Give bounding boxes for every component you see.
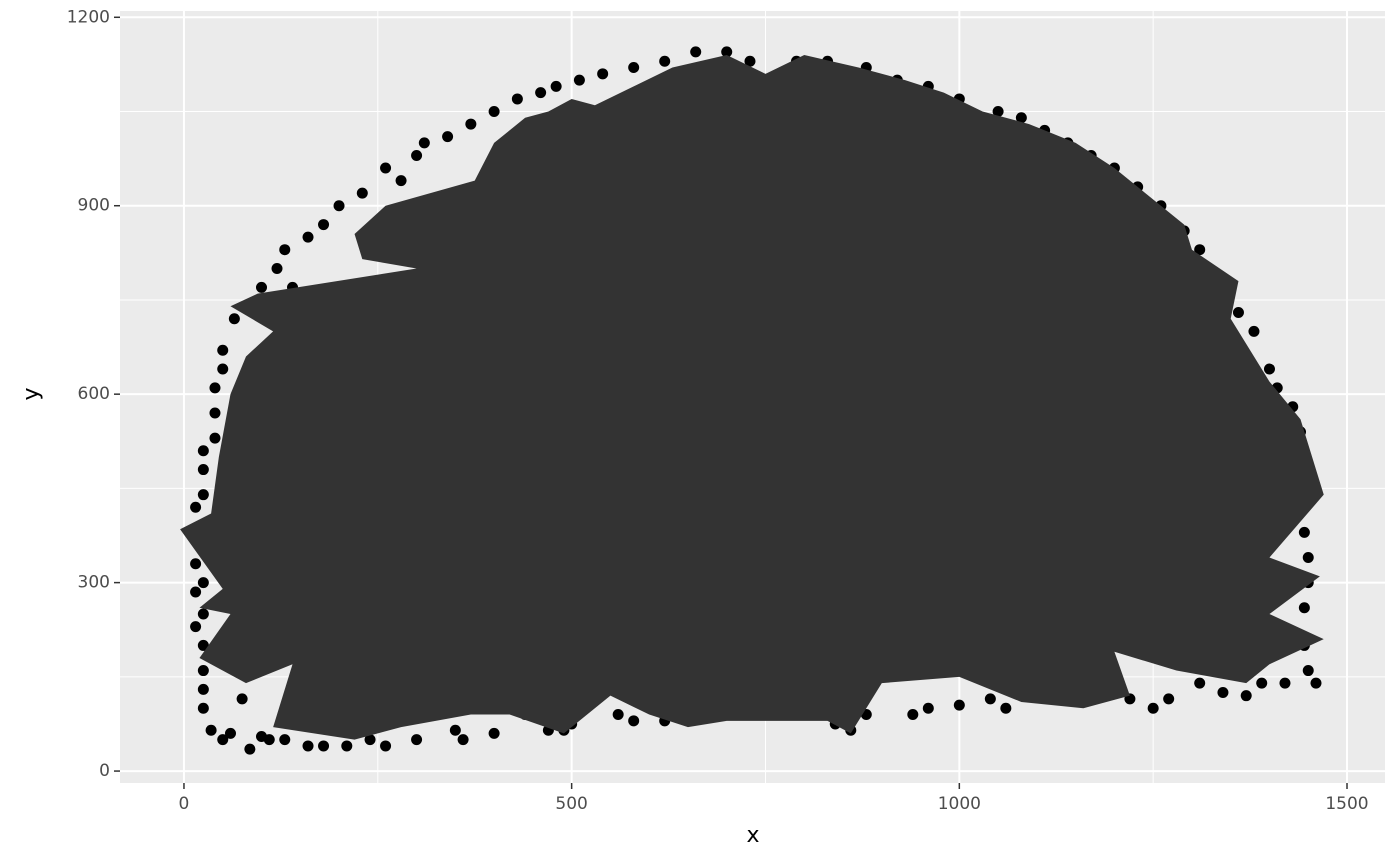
point: [1000, 702, 1012, 714]
point: [465, 118, 477, 130]
point: [197, 702, 209, 714]
point: [418, 137, 430, 149]
point: [535, 87, 547, 99]
point: [1194, 244, 1206, 256]
point: [628, 62, 640, 74]
point: [511, 93, 523, 105]
point: [197, 464, 209, 476]
point: [217, 344, 229, 356]
point: [302, 231, 314, 243]
point: [1279, 677, 1291, 689]
x-tick-label: 1500: [1325, 794, 1368, 814]
point: [1310, 677, 1322, 689]
point: [244, 743, 256, 755]
point: [333, 200, 345, 212]
point: [228, 313, 240, 325]
point: [364, 734, 376, 746]
point: [341, 740, 353, 752]
point: [190, 558, 202, 570]
point: [442, 131, 454, 143]
point: [279, 734, 291, 746]
point: [302, 740, 314, 752]
point: [380, 740, 392, 752]
point: [1217, 687, 1229, 699]
point: [457, 734, 469, 746]
y-tick-label: 1200: [67, 7, 110, 27]
y-tick-label: 300: [78, 573, 110, 593]
point: [1302, 665, 1314, 677]
point: [356, 187, 368, 199]
point: [1256, 677, 1268, 689]
point: [1194, 677, 1206, 689]
point: [279, 244, 291, 256]
point: [318, 219, 330, 231]
point: [1232, 307, 1244, 319]
point: [271, 263, 283, 275]
point: [190, 586, 202, 598]
point: [217, 734, 229, 746]
point: [628, 715, 640, 727]
x-tick-label: 0: [179, 794, 190, 814]
point: [597, 68, 609, 80]
point: [190, 501, 202, 513]
point: [659, 55, 671, 67]
point: [984, 693, 996, 705]
point: [1240, 690, 1252, 702]
point: [209, 432, 221, 444]
point: [236, 693, 248, 705]
y-tick-label: 900: [78, 196, 110, 216]
point: [217, 363, 229, 375]
point: [190, 621, 202, 633]
y-tick-label: 0: [99, 761, 110, 781]
point: [550, 80, 562, 92]
point: [197, 665, 209, 677]
point: [1298, 602, 1310, 614]
point: [721, 46, 733, 58]
point: [1147, 702, 1159, 714]
point: [197, 683, 209, 695]
point: [256, 281, 268, 293]
point: [1248, 325, 1260, 337]
point: [380, 162, 392, 174]
y-axis-title: y: [19, 387, 44, 400]
y-tick-label: 600: [78, 384, 110, 404]
point: [197, 608, 209, 620]
point: [992, 106, 1004, 118]
point: [488, 106, 500, 118]
point: [1163, 693, 1175, 705]
point: [907, 709, 919, 721]
point: [1302, 551, 1314, 563]
point: [1015, 112, 1027, 124]
point: [205, 724, 217, 736]
x-tick-label: 500: [555, 794, 587, 814]
point: [488, 727, 500, 739]
point: [922, 702, 934, 714]
point: [1298, 526, 1310, 538]
point: [318, 740, 330, 752]
point: [573, 74, 585, 86]
point: [209, 407, 221, 419]
point: [449, 724, 461, 736]
point: [197, 489, 209, 501]
point: [197, 577, 209, 589]
point: [224, 727, 236, 739]
x-tick-label: 1000: [938, 794, 981, 814]
point: [411, 734, 423, 746]
point: [256, 731, 268, 743]
point: [953, 699, 965, 711]
point: [209, 382, 221, 394]
x-axis-title: x: [746, 823, 759, 848]
point: [1263, 363, 1275, 375]
point: [690, 46, 702, 58]
point: [197, 639, 209, 651]
point: [744, 55, 756, 67]
point: [197, 445, 209, 457]
point: [395, 175, 407, 187]
polygon: [180, 54, 1324, 740]
point: [411, 149, 423, 161]
point: [612, 709, 624, 721]
